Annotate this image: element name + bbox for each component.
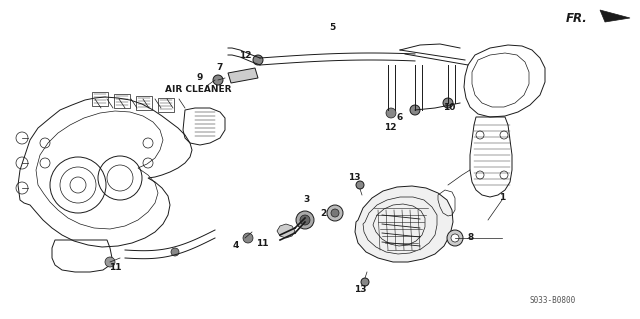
Polygon shape (355, 186, 453, 262)
Circle shape (105, 257, 115, 267)
Circle shape (253, 55, 263, 65)
Text: 10: 10 (443, 103, 455, 113)
Text: AIR CLEANER: AIR CLEANER (165, 85, 232, 94)
Circle shape (243, 233, 253, 243)
Text: 12: 12 (384, 123, 396, 132)
Circle shape (213, 75, 223, 85)
Circle shape (451, 234, 459, 242)
Circle shape (386, 108, 396, 118)
Circle shape (447, 230, 463, 246)
Circle shape (327, 205, 343, 221)
Circle shape (443, 98, 453, 108)
Polygon shape (277, 224, 295, 238)
Polygon shape (228, 68, 258, 83)
Text: 11: 11 (109, 263, 121, 272)
Circle shape (296, 211, 314, 229)
Circle shape (361, 278, 369, 286)
Text: FR.: FR. (566, 11, 588, 25)
Text: 4: 4 (233, 241, 239, 250)
Text: 5: 5 (329, 24, 335, 33)
Text: 9: 9 (197, 73, 203, 83)
Circle shape (171, 248, 179, 256)
Text: S033-B0800: S033-B0800 (530, 296, 576, 305)
Text: 1: 1 (499, 192, 505, 202)
Text: 12: 12 (239, 50, 252, 60)
Circle shape (331, 209, 339, 217)
Circle shape (300, 215, 310, 225)
Text: 2: 2 (320, 209, 326, 218)
Text: 3: 3 (303, 196, 309, 204)
Circle shape (410, 105, 420, 115)
Text: 8: 8 (468, 234, 474, 242)
Text: 6: 6 (397, 114, 403, 122)
Text: 13: 13 (348, 174, 360, 182)
Text: 13: 13 (354, 285, 366, 293)
Text: 11: 11 (256, 240, 268, 249)
Text: 7: 7 (217, 63, 223, 72)
Circle shape (356, 181, 364, 189)
Polygon shape (600, 10, 630, 22)
